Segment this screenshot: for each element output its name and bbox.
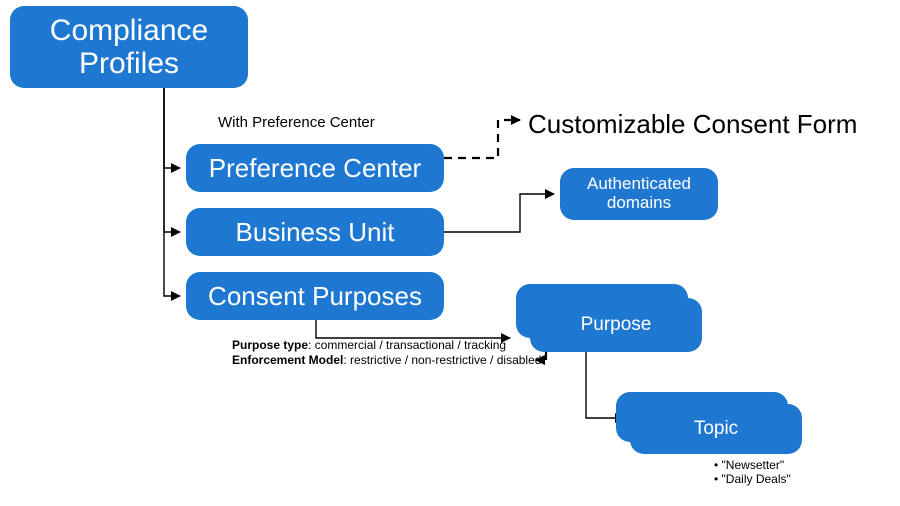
node-label: Consent Purposes [208,282,422,311]
label-purpose-type: Purpose type: commercial / transactional… [232,338,506,353]
edge-root-to-pref [164,88,180,168]
list-item: "Newsetter" [714,458,791,472]
edge-consent-to-purp [316,320,510,338]
label-customizable-consent-form: Customizable Consent Form [528,108,857,141]
topic-examples-list: "Newsetter""Daily Deals" [714,458,791,486]
list-item: "Daily Deals" [714,472,791,486]
edge-pref-to-custom [444,120,520,158]
node-consent-purposes: Consent Purposes [186,272,444,320]
node-label: Preference Center [209,154,421,183]
node-label: Authenticateddomains [587,175,691,212]
node-compliance-profiles: ComplianceProfiles [10,6,248,88]
node-label: ComplianceProfiles [50,14,208,80]
label-enforcement-model: Enforcement Model: restrictive / non-res… [232,353,541,368]
edge-bu-to-auth [444,194,554,232]
node-preference-center: Preference Center [186,144,444,192]
node-purpose: Purpose [530,298,702,352]
edge-root-to-consent [164,88,180,296]
node-label: Business Unit [236,218,395,247]
node-label: Topic [694,419,738,440]
node-business-unit: Business Unit [186,208,444,256]
node-topic: Topic [630,404,802,454]
label-with-preference-center: With Preference Center [218,114,375,133]
node-label: Purpose [581,315,652,336]
node-auth-domains: Authenticateddomains [560,168,718,220]
edge-root-to-bu [164,88,180,232]
